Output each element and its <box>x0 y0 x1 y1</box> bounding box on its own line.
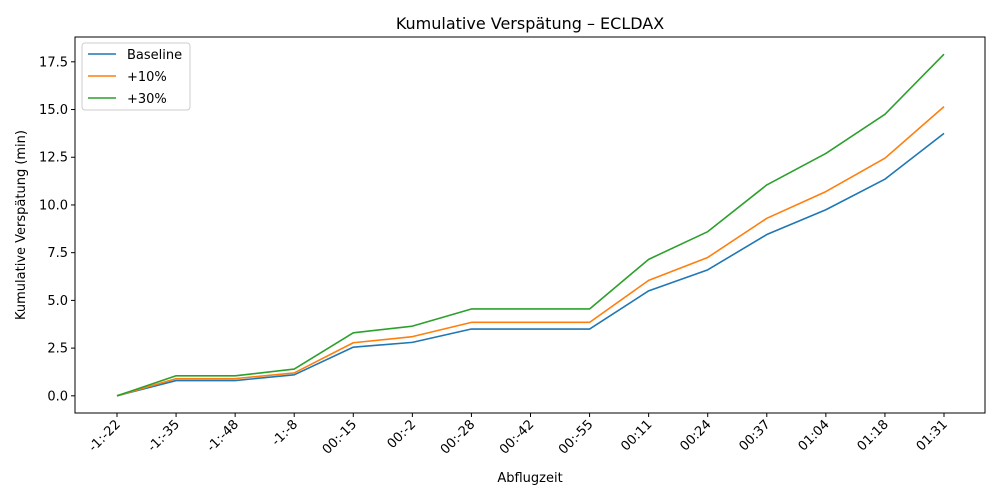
y-tick-label: 5.0 <box>47 294 68 309</box>
legend: Baseline +10% +30% <box>81 42 191 111</box>
y-tick-label: 10.0 <box>39 198 68 213</box>
x-axis: -1:-22 -1:-35 -1:-48 -1:-8 00:-15 00:-2 00:-28… <box>86 413 951 458</box>
x-tick-label: 00:-55 <box>556 417 596 457</box>
series-layer <box>116 53 945 397</box>
x-tick-label: 01:04 <box>796 417 833 454</box>
legend-label-baseline: Baseline <box>127 48 182 63</box>
x-tick-label: 00:-15 <box>320 417 360 457</box>
x-tick-label: 00:24 <box>677 417 714 454</box>
legend-label-plus-10: +10% <box>127 70 167 85</box>
x-tick-label: 01:31 <box>914 417 951 454</box>
series-line-0 <box>116 132 945 397</box>
series-line-1 <box>116 106 945 397</box>
y-tick-label: 7.5 <box>47 246 68 261</box>
x-tick-label: 00:-42 <box>497 417 537 457</box>
y-tick-label: 17.5 <box>39 55 68 70</box>
y-tick-label: 12.5 <box>39 151 68 166</box>
chart-title: Kumulative Verspätung – ECLDAX <box>396 14 664 33</box>
y-tick-label: 15.0 <box>39 103 68 118</box>
y-tick-label: 2.5 <box>47 342 68 357</box>
legend-frame <box>81 42 191 111</box>
x-tick-label: -1:-8 <box>269 417 301 449</box>
x-tick-label: 00:-28 <box>438 417 478 457</box>
x-tick-label: 01:18 <box>855 417 892 454</box>
x-tick-label: -1:-48 <box>204 417 242 455</box>
y-tick-label: 0.0 <box>47 389 68 404</box>
y-axis-label: Kumulative Verspätung (min) <box>14 130 29 320</box>
y-axis: 0.0 2.5 5.0 7.5 10.0 12.5 15.0 17.5 <box>39 55 75 404</box>
x-tick-label: 00:11 <box>618 417 655 454</box>
x-tick-label: -1:-35 <box>145 417 183 455</box>
x-tick-label: 00:-2 <box>385 417 420 452</box>
legend-label-plus-30: +30% <box>127 92 167 107</box>
x-tick-label: -1:-22 <box>86 417 124 455</box>
x-axis-label: Abflugzeit <box>497 471 562 486</box>
series-line-2 <box>116 53 945 397</box>
plot-area <box>74 36 986 414</box>
x-tick-label: 00:37 <box>737 417 774 454</box>
